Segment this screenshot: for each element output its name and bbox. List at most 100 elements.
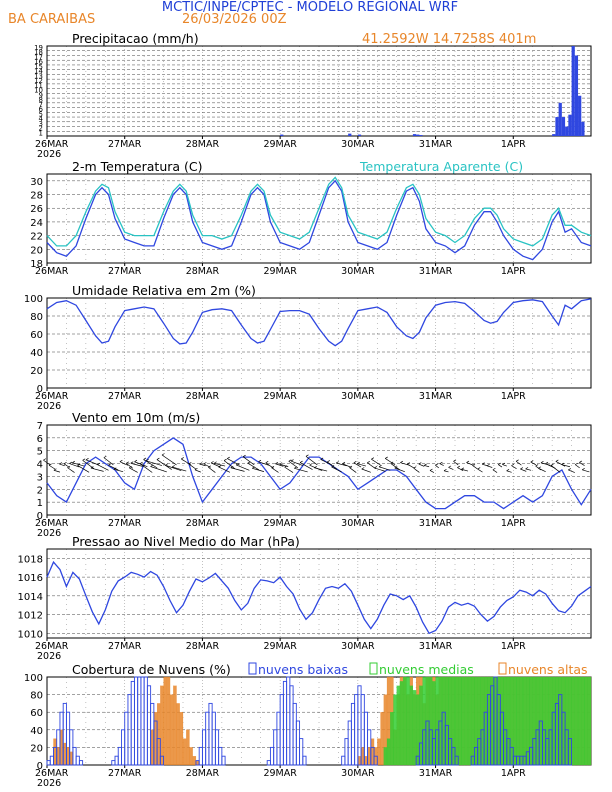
cloud-bar-green — [386, 738, 391, 766]
cloud-bar-orange — [192, 756, 197, 766]
cloud-bar-blue — [133, 676, 139, 766]
wind-arrow — [394, 466, 398, 469]
y-tick-label: 4 — [37, 460, 43, 471]
wind-arrow — [448, 467, 454, 470]
cloud-bar-orange — [357, 756, 362, 766]
cloud-bar-blue — [373, 755, 378, 766]
wind-arrow — [85, 459, 99, 466]
y-tick-label: 22 — [30, 232, 43, 243]
wind-arrow — [113, 468, 124, 472]
wind-arrow — [72, 462, 85, 467]
y-tick-label: 6 — [37, 434, 43, 445]
x-tick-label: 30MAR — [341, 768, 375, 779]
x-tick-label: 28MAR — [186, 518, 220, 529]
x-year-label: 2026 — [37, 778, 61, 789]
cloud-bar-green — [477, 676, 482, 766]
legend-label: nuvens baixas — [258, 662, 348, 677]
wind-arrow — [208, 465, 212, 468]
cloud-bar-green — [555, 676, 559, 766]
y-tick-label: 2 — [37, 485, 43, 496]
x-tick-label: 1APR — [501, 768, 526, 779]
x-tick-label: 1APR — [501, 518, 526, 529]
cloud-bar-green — [406, 676, 410, 766]
cloud-bar-green — [496, 676, 501, 766]
cloud-bar-green — [535, 676, 540, 766]
legend-swatch-green — [369, 662, 378, 675]
y-tick-label: 1010 — [18, 629, 43, 640]
wind-arrow — [394, 467, 405, 472]
cloud-bar-green — [480, 676, 485, 766]
wind-arrow — [143, 459, 158, 469]
cloud-bar-blue — [205, 711, 210, 766]
y-tick-label: 6 — [39, 106, 44, 114]
wind-arrow — [466, 462, 473, 466]
y-tick-label: 10 — [34, 87, 43, 95]
cloud-bar-green — [552, 676, 556, 766]
cloud-bar-green — [532, 676, 537, 766]
x-tick-label: 31MAR — [419, 139, 453, 150]
wind-arrow — [448, 465, 452, 468]
wind-arrow — [161, 453, 165, 456]
y-tick-label: 26 — [30, 204, 43, 215]
cloud-bar-blue — [344, 738, 349, 766]
wind-arrow — [235, 463, 239, 466]
cloud-bar-green — [513, 676, 517, 766]
wind-arrow — [90, 467, 104, 472]
precip-bar — [581, 121, 585, 136]
wind-arrow — [188, 462, 192, 465]
wind-arrow — [165, 463, 169, 466]
wind-arrow — [97, 462, 101, 465]
wind-arrow — [213, 461, 217, 464]
cloud-bar-blue — [341, 755, 346, 766]
cloud-bar-green — [509, 676, 514, 766]
plot-frame — [46, 173, 592, 264]
wind-arrow — [227, 456, 230, 459]
cloud-bar-orange — [56, 747, 61, 766]
cloud-bar-green — [458, 676, 462, 766]
cloud-bar-blue — [357, 685, 362, 766]
wind-arrow — [77, 465, 90, 473]
wind-arrow — [119, 459, 123, 462]
cloud-bar-blue — [143, 676, 148, 766]
wind-arrow — [371, 457, 375, 460]
cloud-bar-orange — [370, 738, 375, 766]
x-tick-label: 29MAR — [263, 266, 297, 277]
wind-arrow — [48, 463, 52, 466]
wind-arrow — [53, 469, 61, 473]
x-year-label: 2026 — [37, 401, 61, 412]
panel-wind: 0 1 2 34 5 6 7 26MAR 27MAR 28MAR 29MAR 30MAR 31MAR 1A… — [35, 410, 592, 539]
wind-arrow — [327, 460, 330, 463]
cloud-bar-blue — [302, 755, 307, 766]
wind-arrow — [568, 468, 571, 471]
cloud-bar-blue — [218, 746, 223, 766]
wind-arrow — [43, 458, 47, 461]
wind-arrow — [457, 465, 461, 468]
wind-arrow — [357, 463, 367, 467]
panel-title: Vento em 10m (m/s) — [72, 410, 200, 425]
wind-arrow — [498, 464, 503, 468]
cloud-bar-green — [422, 676, 426, 766]
wind-arrow — [385, 456, 388, 459]
y-tick-label: 3 — [39, 120, 43, 128]
y-tick-label: 14 — [34, 68, 43, 76]
wind-arrow — [247, 462, 260, 471]
x-tick-label: 30MAR — [341, 266, 375, 277]
wind-arrow — [429, 470, 435, 473]
wind-arrow — [150, 466, 167, 473]
x-tick-label: 30MAR — [341, 391, 375, 402]
y-tick-label: 7 — [39, 101, 43, 109]
x-tick-label: 26MAR — [35, 641, 69, 652]
wind-arrow — [59, 463, 65, 467]
wind-arrow — [59, 462, 63, 465]
y-tick-label: 19 — [34, 44, 43, 52]
station-name: BA CARAIBAS — [8, 12, 95, 27]
cloud-bar-blue — [295, 720, 301, 766]
cloud-bar-green — [399, 681, 404, 766]
wind-arrow — [453, 461, 459, 466]
cloud-bar-green — [464, 676, 469, 766]
y-tick-label: 3 — [37, 472, 43, 483]
cloud-bar-green — [568, 676, 572, 766]
wind-arrow — [568, 469, 575, 473]
y-tick-label: 0 — [37, 511, 43, 522]
wind-arrow — [342, 461, 346, 465]
